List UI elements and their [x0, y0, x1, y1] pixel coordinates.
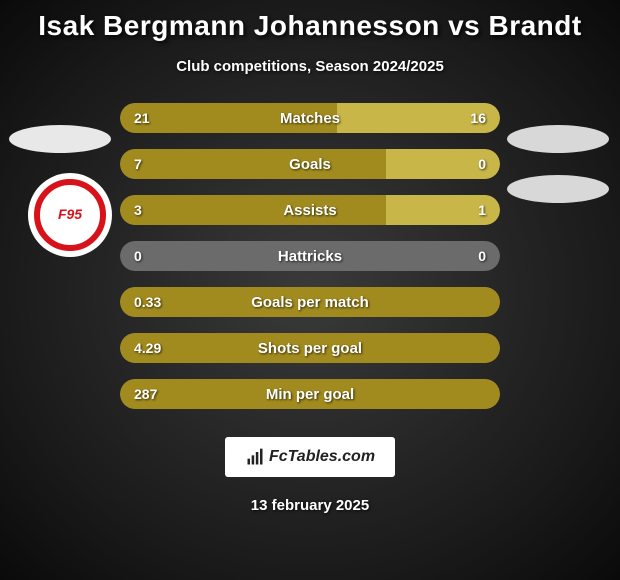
player1-ellipse [9, 125, 111, 153]
club-badge-ring: F95 [34, 179, 106, 251]
date-text: 13 february 2025 [0, 497, 620, 514]
stat-bars: 2116Matches 70Goals 31Assists 00Hattricks 0.… [120, 103, 500, 409]
brand-text: FcTables.com [269, 448, 375, 466]
stat-label: Shots per goal [120, 333, 500, 363]
stat-row: 4.29Shots per goal [120, 333, 500, 363]
stat-row: 0.33Goals per match [120, 287, 500, 317]
stat-row: 2116Matches [120, 103, 500, 133]
stat-label: Matches [120, 103, 500, 133]
club-badge: F95 [28, 173, 112, 257]
stat-row: 70Goals [120, 149, 500, 179]
stat-label: Min per goal [120, 379, 500, 409]
brand-logo: FcTables.com [225, 437, 395, 477]
player2-ellipse-2 [507, 175, 609, 203]
comparison-panel: F95 2116Matches 70Goals 31Assists 00Hattric… [0, 103, 620, 409]
chart-icon [245, 447, 265, 467]
stat-label: Hattricks [120, 241, 500, 271]
stat-row: 287Min per goal [120, 379, 500, 409]
stat-label: Goals [120, 149, 500, 179]
stat-label: Assists [120, 195, 500, 225]
subtitle: Club competitions, Season 2024/2025 [0, 58, 620, 75]
stat-row: 00Hattricks [120, 241, 500, 271]
stat-row: 31Assists [120, 195, 500, 225]
stat-label: Goals per match [120, 287, 500, 317]
page-title: Isak Bergmann Johannesson vs Brandt [0, 0, 620, 42]
club-badge-text: F95 [58, 206, 82, 222]
player2-ellipse-1 [507, 125, 609, 153]
